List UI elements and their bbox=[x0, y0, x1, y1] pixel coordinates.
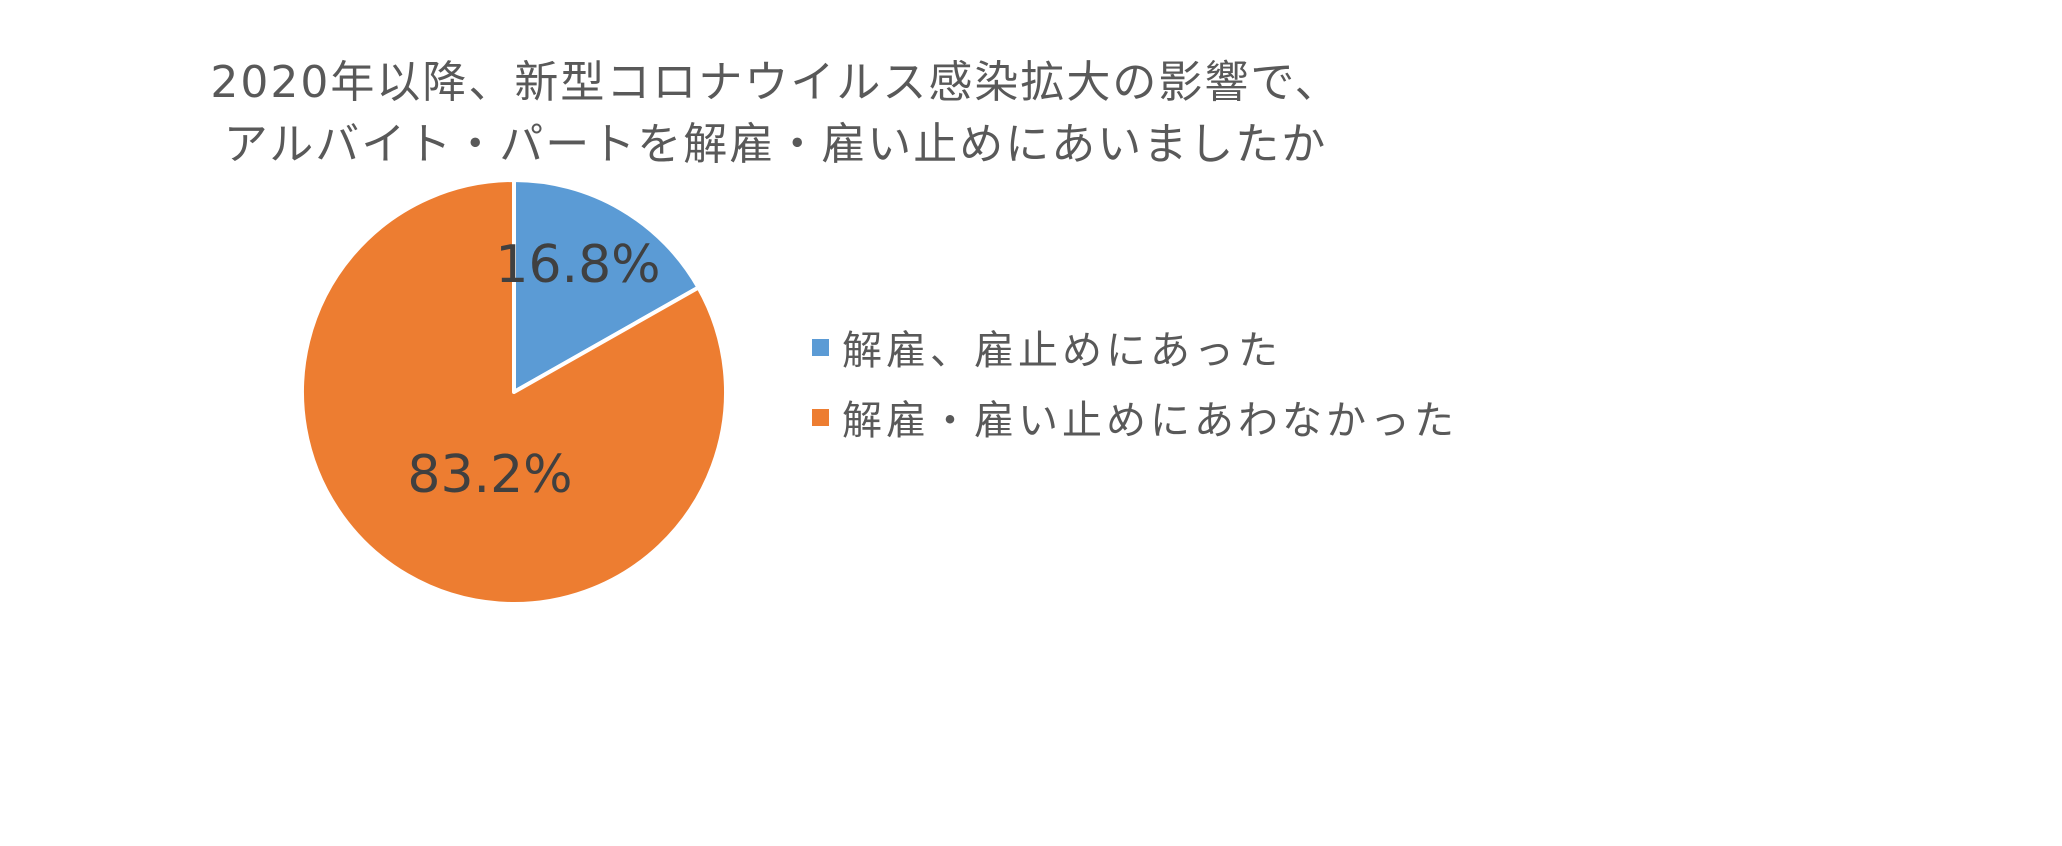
legend-swatch-not-laid-off bbox=[812, 408, 829, 426]
chart-title-line-2: アルバイト・パートを解雇・雇い止めにあいましたか bbox=[223, 119, 1328, 170]
pie-slices bbox=[300, 178, 728, 606]
chart-title-line-1: 2020年以降、新型コロナウイルス感染拡大の影響で、 bbox=[210, 57, 1341, 108]
chart-title: 2020年以降、新型コロナウイルス感染拡大の影響で、 アルバイト・パートを解雇・… bbox=[0, 52, 1551, 176]
pie-slice-laid-off bbox=[512, 178, 701, 394]
legend: 解雇、雇止めにあった 解雇・雇い止めにあわなかった bbox=[812, 312, 1458, 452]
data-label-laid-off: 16.8% bbox=[495, 235, 660, 295]
pie-chart: 16.8% 83.2% bbox=[300, 178, 728, 606]
data-label-not-laid-off: 83.2% bbox=[407, 445, 572, 505]
legend-label-not-laid-off: 解雇・雇い止めにあわなかった bbox=[842, 398, 1458, 444]
legend-item-not-laid-off: 解雇・雇い止めにあわなかった bbox=[812, 382, 1458, 452]
legend-swatch-laid-off bbox=[812, 338, 829, 356]
pie-slice-not-laid-off bbox=[300, 178, 728, 606]
legend-label-laid-off: 解雇、雇止めにあった bbox=[842, 328, 1282, 374]
legend-item-laid-off: 解雇、雇止めにあった bbox=[812, 312, 1458, 382]
